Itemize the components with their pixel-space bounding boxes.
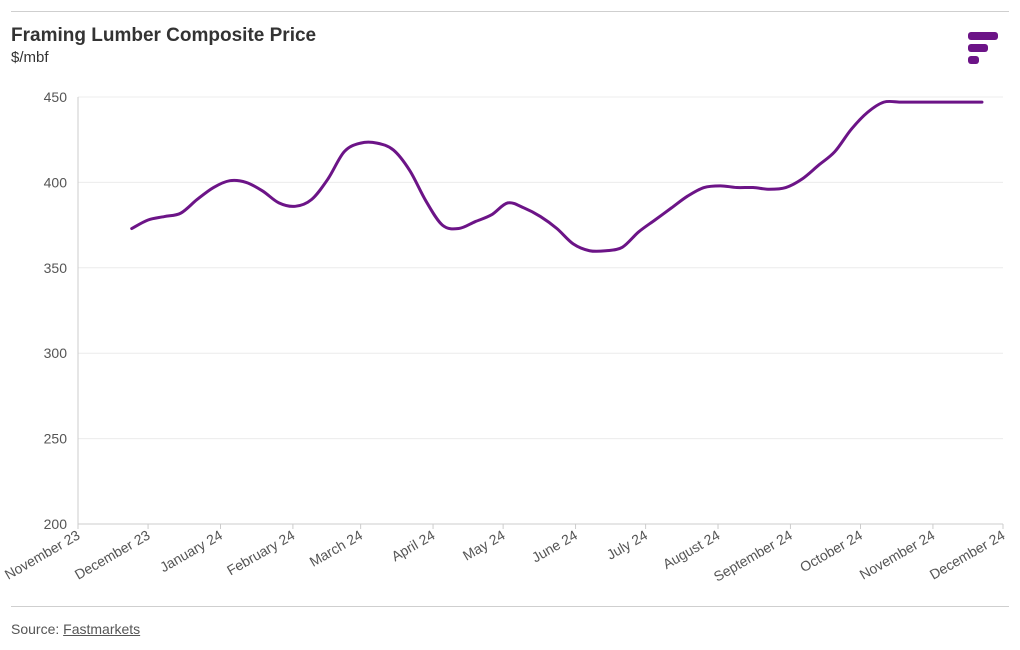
data-point [507,202,509,204]
data-point [458,227,460,229]
logo-bar [968,56,979,64]
data-point [850,128,852,130]
data-point [866,111,868,113]
data-point [637,231,639,233]
x-tick-label: October 24 [797,527,865,576]
data-point [572,243,574,245]
data-point [768,188,770,190]
data-point [376,142,378,144]
data-point [736,186,738,188]
data-point [621,246,623,248]
x-tick-label: November 23 [2,527,83,583]
x-tick-label: December 24 [927,527,1008,583]
data-point [310,198,312,200]
x-tick-label: April 24 [388,527,437,565]
data-point [474,220,476,222]
x-tick-label: March 24 [307,527,366,570]
source-link[interactable]: Fastmarkets [63,621,141,637]
data-point [719,185,721,187]
x-tick-label: May 24 [460,527,508,564]
data-point [981,101,983,103]
data-point [425,200,427,202]
x-tick-label: January 24 [157,527,225,576]
data-point [212,186,214,188]
data-point [392,149,394,151]
data-point [948,101,950,103]
data-point [654,219,656,221]
data-point [588,250,590,252]
data-point [408,169,410,171]
data-point [686,195,688,197]
data-point [229,179,231,181]
data-point [670,207,672,209]
data-point [163,215,165,217]
data-point [915,101,917,103]
data-point [801,178,803,180]
data-point [834,150,836,152]
chart-title: Framing Lumber Composite Price [11,25,317,46]
x-tick-label: August 24 [660,527,723,572]
data-point [131,227,133,229]
data-point [605,250,607,252]
price-series-line [130,99,984,253]
data-point [539,215,541,217]
data-point [883,101,885,103]
x-tick-label: February 24 [224,527,298,579]
data-point [294,205,296,207]
data-point [245,181,247,183]
data-point [932,101,934,103]
data-point [180,212,182,214]
top-divider [11,11,1009,12]
logo-bar [968,32,998,40]
data-point [899,101,901,103]
data-point [490,214,492,216]
data-point [441,224,443,226]
source-label: Source: [11,621,64,637]
x-tick-label: December 23 [72,527,153,583]
data-point [523,207,525,209]
data-point [327,178,329,180]
data-point [785,186,787,188]
x-tick-label: June 24 [529,527,580,566]
logo-bar [968,44,988,52]
chart-units-subtitle: $/mbf [11,49,49,66]
data-point [278,202,280,204]
y-tick-label: 200 [44,516,68,532]
data-point [147,219,149,221]
y-tick-label: 400 [44,174,68,190]
data-point [359,142,361,144]
source-note: Source: Fastmarkets [11,621,140,637]
data-point [196,198,198,200]
data-point [752,186,754,188]
data-point [817,164,819,166]
fastmarkets-logo-icon [968,32,998,64]
x-tick-label: September 24 [711,527,795,585]
y-tick-label: 350 [44,260,68,276]
y-tick-label: 250 [44,431,68,447]
y-tick-label: 300 [44,345,68,361]
data-point [261,190,263,192]
data-point [964,101,966,103]
data-point [556,227,558,229]
x-tick-label: November 24 [857,527,938,583]
y-tick-label: 450 [44,89,68,105]
data-point [703,186,705,188]
data-point [343,150,345,152]
bottom-divider [11,606,1009,607]
x-tick-label: July 24 [604,527,651,563]
